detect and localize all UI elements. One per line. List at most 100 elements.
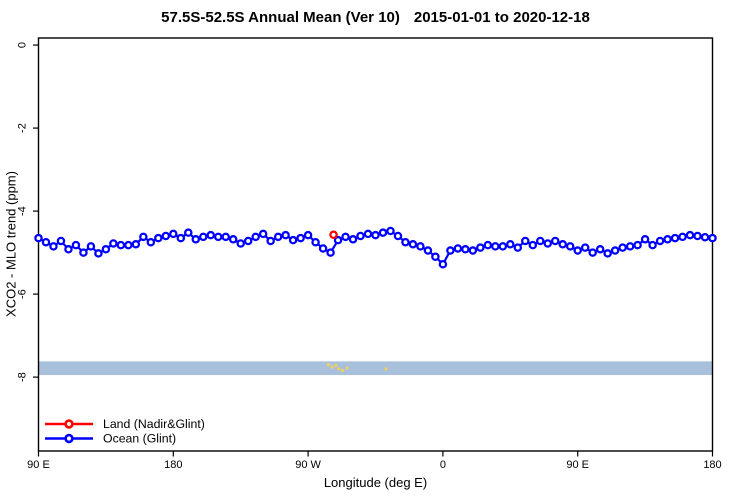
ocean-series-marker bbox=[640, 235, 650, 244]
ocean-series-marker bbox=[34, 233, 43, 243]
ocean-series-marker bbox=[333, 235, 343, 245]
ocean-series-marker bbox=[536, 236, 545, 246]
ocean-series-marker bbox=[296, 233, 305, 243]
legend-marker-ocean bbox=[64, 433, 74, 444]
ocean-series-marker bbox=[116, 240, 126, 250]
ocean-series-marker bbox=[266, 236, 275, 246]
legend-label-ocean: Ocean (Glint) bbox=[103, 432, 176, 446]
legend-label-land: Land (Nadir&Glint) bbox=[103, 417, 205, 431]
ocean-series-marker bbox=[393, 231, 403, 241]
ocean-series-marker bbox=[416, 242, 425, 251]
ocean-series-marker bbox=[521, 236, 530, 246]
ocean-series-marker bbox=[431, 252, 440, 261]
ocean-series-marker bbox=[139, 232, 148, 242]
ocean-series-marker bbox=[243, 236, 253, 246]
ocean-series-marker bbox=[109, 239, 118, 248]
ocean-series-marker bbox=[258, 229, 268, 239]
ocean-series-marker bbox=[236, 239, 245, 248]
chart-title-text: 57.5S-52.5S Annual Mean (Ver 10) bbox=[161, 9, 400, 26]
ocean-series-marker bbox=[79, 248, 88, 257]
plot-box bbox=[37, 37, 714, 452]
ocean-series-marker bbox=[184, 228, 193, 237]
ocean-series-marker bbox=[281, 230, 290, 240]
band-mark bbox=[345, 366, 349, 370]
ocean-series-marker bbox=[446, 246, 455, 255]
ocean-series-marker bbox=[251, 232, 260, 242]
band-mark bbox=[340, 368, 345, 373]
ocean-series-marker bbox=[491, 242, 500, 251]
ocean-series-marker bbox=[483, 240, 493, 250]
ocean-series-marker bbox=[131, 240, 141, 249]
x-axis-tick-label: 90 E bbox=[27, 459, 50, 471]
ocean-series-marker bbox=[633, 240, 642, 250]
ocean-series-marker bbox=[356, 231, 365, 241]
ocean-series-marker bbox=[146, 237, 156, 247]
land-series-marker bbox=[329, 230, 338, 239]
ocean-series-marker bbox=[169, 229, 178, 239]
ocean-series-marker bbox=[625, 242, 635, 251]
ocean-series-marker bbox=[71, 240, 81, 250]
x-axis-tick-label: 0 bbox=[440, 459, 446, 471]
band-mark bbox=[334, 363, 338, 368]
ocean-series-marker bbox=[580, 243, 590, 252]
ocean-series-marker bbox=[453, 244, 463, 253]
ocean-series-marker bbox=[64, 245, 73, 254]
reference-band bbox=[38, 361, 713, 376]
ocean-series-marker bbox=[573, 246, 582, 255]
ocean-series-marker bbox=[363, 229, 373, 239]
ocean-series-marker bbox=[41, 237, 51, 247]
ocean-series-marker bbox=[401, 237, 410, 247]
y-axis-tick-label: -8 bbox=[17, 372, 29, 382]
ocean-series-marker bbox=[648, 240, 657, 250]
ocean-series-marker bbox=[670, 233, 680, 243]
ocean-series-marker bbox=[371, 230, 380, 240]
ocean-series-marker bbox=[423, 246, 433, 255]
band-mark bbox=[384, 367, 388, 371]
y-axis-tick-label: 0 bbox=[17, 42, 29, 48]
ocean-series-marker bbox=[94, 249, 103, 258]
y-axis-tick-label: -2 bbox=[17, 123, 29, 133]
ocean-series-marker bbox=[461, 245, 470, 254]
ocean-series-marker bbox=[101, 245, 111, 254]
ocean-series-marker bbox=[386, 226, 395, 236]
band-mark bbox=[330, 365, 334, 369]
x-axis-tick-label: 180 bbox=[164, 459, 182, 471]
ocean-series-marker bbox=[550, 236, 560, 246]
ocean-series-marker bbox=[655, 236, 665, 246]
ocean-series-marker bbox=[326, 248, 335, 257]
ocean-series-marker bbox=[408, 240, 418, 249]
ocean-series-marker bbox=[700, 232, 710, 242]
ocean-series-marker bbox=[588, 248, 597, 257]
x-axis-tick-label: 90 E bbox=[566, 459, 589, 471]
y-axis-label: XCO2 - MLO trend (ppm) bbox=[3, 171, 19, 317]
ocean-series-marker bbox=[610, 246, 620, 255]
ocean-series-marker bbox=[468, 246, 478, 255]
ocean-series-marker bbox=[318, 244, 328, 253]
ocean-series-marker bbox=[341, 232, 350, 242]
ocean-series-marker bbox=[161, 231, 171, 241]
ocean-series-marker bbox=[543, 239, 552, 248]
ocean-series-marker bbox=[49, 242, 58, 251]
x-axis-label: Longitude (deg E) bbox=[323, 475, 428, 490]
ocean-series-marker bbox=[273, 232, 283, 242]
ocean-series-marker bbox=[378, 228, 388, 237]
band-mark bbox=[326, 363, 330, 367]
ocean-series-marker bbox=[678, 232, 687, 242]
ocean-series-marker bbox=[513, 243, 523, 252]
ocean-series-marker bbox=[311, 237, 320, 247]
ocean-series-marker bbox=[154, 233, 163, 243]
ocean-series-marker bbox=[595, 245, 605, 254]
ocean-series-marker bbox=[228, 235, 238, 244]
y-axis-tick-label: -4 bbox=[17, 206, 29, 216]
ocean-series-marker bbox=[498, 242, 508, 251]
ocean-series-marker bbox=[708, 233, 717, 243]
chart-title: 57.5S-52.5S Annual Mean (Ver 10) 2015-01… bbox=[38, 9, 713, 26]
ocean-series-marker bbox=[124, 240, 133, 250]
chart-date-range: 2015-01-01 to 2020-12-18 bbox=[413, 9, 590, 26]
ocean-series-marker bbox=[176, 233, 186, 243]
x-axis-tick-label: 180 bbox=[703, 459, 721, 471]
ocean-series-marker bbox=[565, 242, 575, 251]
ocean-series-marker bbox=[558, 240, 567, 249]
